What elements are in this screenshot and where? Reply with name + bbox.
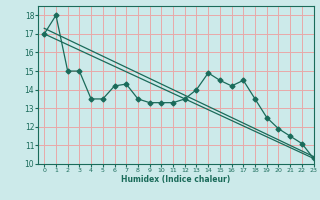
- X-axis label: Humidex (Indice chaleur): Humidex (Indice chaleur): [121, 175, 231, 184]
